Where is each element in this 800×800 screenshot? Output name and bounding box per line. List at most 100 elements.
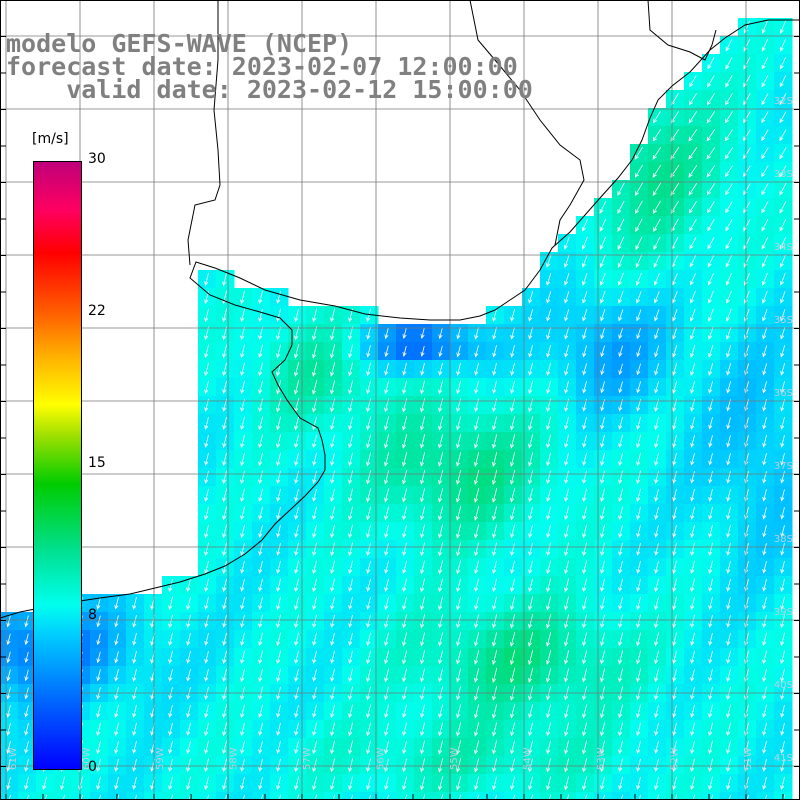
wind-arrow (276, 704, 281, 718)
wind-arrow (240, 740, 245, 755)
wind-arrow (725, 237, 733, 250)
wind-arrow (188, 794, 191, 800)
wind-arrow (546, 668, 552, 683)
wind-arrow (312, 434, 317, 449)
wind-arrow (726, 650, 731, 664)
wind-arrow (240, 542, 245, 556)
wind-arrow (438, 758, 444, 773)
wind-arrow (599, 236, 606, 250)
wind-arrow (674, 794, 678, 800)
latitude-labels: 32S 33S 34S 35S 36S 37S 38S 39S 40S 41S (774, 96, 793, 764)
wind-arrow (564, 668, 570, 683)
wind-arrow (636, 632, 642, 647)
wind-arrow (366, 668, 372, 683)
wind-arrow (62, 794, 65, 800)
wind-arrow (672, 345, 678, 358)
wind-arrow (708, 758, 714, 773)
wind-arrow (636, 740, 641, 755)
wind-arrow (779, 254, 786, 268)
wind-arrow (438, 327, 443, 340)
wind-arrow (366, 308, 371, 323)
wind-arrow (780, 776, 785, 791)
wind-arrow (294, 452, 299, 467)
wind-arrow (222, 272, 227, 287)
wind-arrow (761, 218, 769, 232)
wind-arrow (546, 488, 551, 503)
wind-arrow (204, 578, 209, 593)
wind-arrow (204, 524, 209, 539)
wind-arrow (779, 57, 787, 70)
wind-arrow (186, 722, 191, 737)
wind-arrow (582, 452, 587, 466)
wind-arrow (762, 345, 768, 358)
wind-arrow (114, 633, 119, 646)
wind-arrow (707, 219, 715, 232)
wind-arrow (618, 309, 624, 322)
model-title: modelo GEFS-WAVE (NCEP) (6, 29, 353, 58)
wind-arrow (582, 291, 588, 304)
wind-arrow (528, 560, 533, 575)
wind-arrow (546, 649, 552, 665)
wind-arrow (564, 758, 570, 773)
wind-arrow (690, 488, 695, 502)
wind-arrow (24, 776, 29, 790)
wind-arrow (690, 471, 695, 484)
wind-arrow (779, 236, 787, 250)
wind-arrow (332, 794, 335, 800)
wind-arrow (582, 434, 587, 448)
wind-arrow (688, 200, 697, 214)
wind-cell (198, 792, 217, 800)
wind-arrow (96, 704, 101, 719)
wind-arrow (690, 362, 696, 376)
wind-arrow (240, 452, 245, 467)
wind-arrow (780, 596, 785, 611)
wind-arrow (222, 506, 228, 521)
wind-arrow (582, 542, 588, 557)
wind-arrow (672, 578, 677, 593)
wind-arrow (420, 614, 426, 629)
wind-arrow (654, 488, 659, 502)
wind-arrow (420, 632, 426, 647)
wind-arrow (330, 758, 336, 773)
wind-arrow (294, 704, 299, 718)
wind-arrow (510, 469, 516, 485)
wind-arrow (726, 704, 732, 719)
wind-arrow (114, 615, 119, 628)
wind-arrow (780, 489, 785, 502)
lat-label: 36S (774, 388, 793, 399)
wind-arrow (779, 111, 787, 124)
wind-arrow (546, 614, 552, 629)
wind-arrow (204, 380, 209, 395)
wind-arrow (780, 309, 786, 322)
wind-arrow (204, 506, 209, 521)
colorbar-tick: 15 (88, 455, 106, 471)
wind-arrow (654, 632, 660, 647)
wind-arrow (348, 380, 354, 395)
wind-arrow (132, 668, 137, 682)
wind-arrow (724, 165, 733, 178)
wind-arrows (6, 20, 787, 800)
wind-arrow (761, 147, 769, 160)
wind-arrow (510, 308, 516, 322)
wind-arrow (780, 758, 785, 772)
wind-arrow (402, 542, 407, 557)
wind-arrow (6, 776, 11, 790)
wind-arrow (276, 668, 281, 683)
wind-arrow (779, 218, 787, 232)
wind-arrow (779, 75, 787, 88)
wind-arrow (456, 632, 462, 647)
wind-arrow (402, 380, 408, 395)
wind-arrow (98, 794, 101, 800)
wind-arrow (725, 201, 733, 214)
wind-arrow (294, 362, 300, 377)
wind-arrow (168, 740, 173, 754)
wind-arrow (528, 327, 534, 340)
wind-arrow (402, 560, 407, 575)
wind-arrow (690, 596, 695, 611)
wind-arrow (312, 488, 317, 502)
wind-cell (612, 792, 631, 800)
wind-arrow (348, 362, 354, 377)
wind-arrow (258, 488, 263, 503)
wind-arrow (690, 560, 695, 575)
